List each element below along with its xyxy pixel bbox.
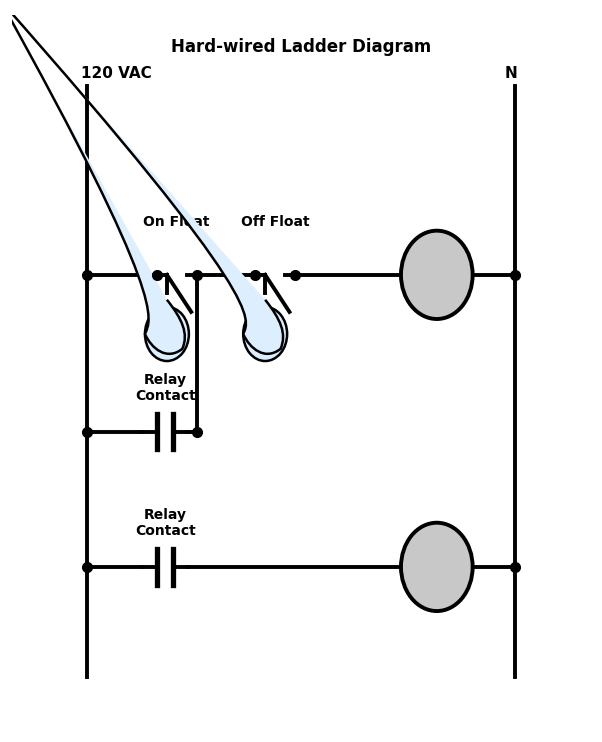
Text: Relay: Relay bbox=[413, 267, 461, 283]
Text: 120 VAC: 120 VAC bbox=[81, 66, 152, 81]
Text: Pump
Starter: Pump Starter bbox=[409, 552, 465, 582]
Circle shape bbox=[145, 307, 189, 361]
Text: Relay
Contact: Relay Contact bbox=[135, 508, 196, 539]
Text: Hard-wired Ladder Diagram: Hard-wired Ladder Diagram bbox=[171, 38, 431, 56]
Text: N: N bbox=[505, 66, 518, 81]
Circle shape bbox=[243, 307, 287, 361]
Text: Relay
Contact: Relay Contact bbox=[135, 372, 196, 403]
Text: Off Float: Off Float bbox=[241, 214, 309, 229]
Circle shape bbox=[401, 522, 473, 611]
Circle shape bbox=[401, 231, 473, 319]
PathPatch shape bbox=[0, 300, 185, 742]
PathPatch shape bbox=[0, 300, 283, 742]
Text: On Float: On Float bbox=[143, 214, 210, 229]
